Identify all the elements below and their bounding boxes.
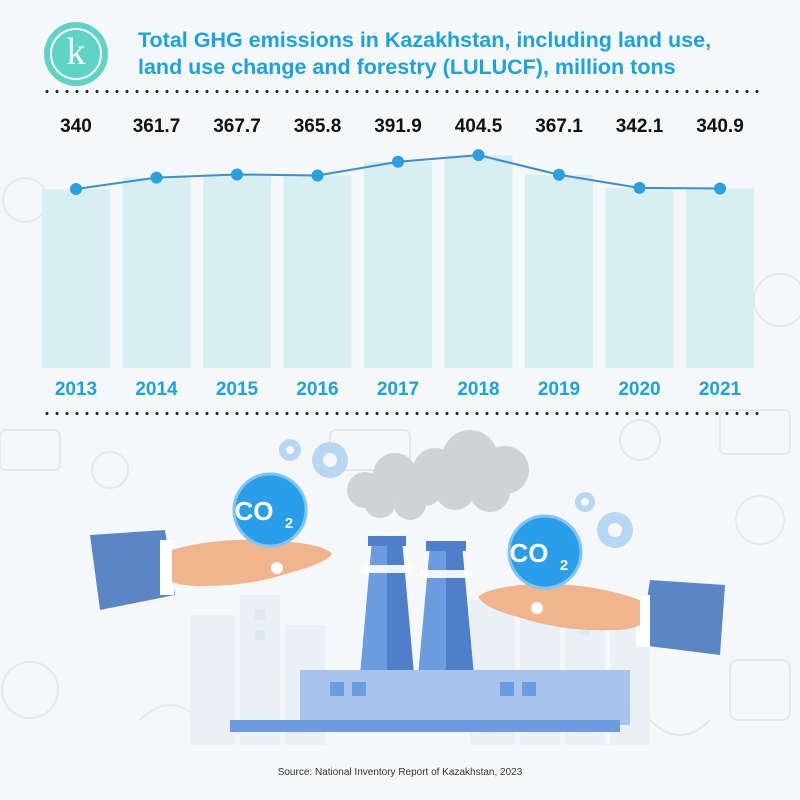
value-label-2015: 367.7: [213, 116, 261, 137]
bar-2016: [283, 175, 352, 368]
year-label-2019: 2019: [538, 379, 580, 400]
value-label-2019: 367.1: [535, 116, 583, 137]
chart-title-line-1: Total GHG emissions in Kazakhstan, inclu…: [138, 28, 712, 52]
chart-title-line-2: land use change and forestry (LULUCF), m…: [138, 55, 676, 79]
co2-bubble-right: CO 2: [507, 514, 583, 590]
year-label-2014: 2014: [135, 379, 178, 400]
cloud-icon: [347, 430, 529, 520]
point-2019: [553, 168, 565, 181]
bar-2013: [42, 189, 110, 368]
value-label-2014: 361.7: [133, 116, 181, 137]
value-label-2021: 340.9: [696, 116, 744, 137]
point-2014: [150, 171, 163, 184]
co2-bubble-left: CO 2: [232, 472, 308, 548]
year-label-2013: 2013: [55, 379, 97, 400]
logo-letter: k: [50, 28, 102, 80]
year-label-2016: 2016: [296, 379, 338, 400]
co2-left-text: CO: [235, 496, 274, 526]
year-label-2018: 2018: [457, 379, 499, 400]
co2-right-text: CO: [510, 538, 549, 568]
point-2020: [633, 181, 646, 194]
bar-2017: [364, 161, 432, 368]
value-label-2016: 365.8: [294, 116, 342, 137]
hand-icon-right: [478, 580, 725, 655]
point-2021: [714, 182, 726, 195]
dotted-divider-top: [42, 90, 762, 93]
point-2018: [472, 149, 485, 162]
chart-title: Total GHG emissions in Kazakhstan, inclu…: [138, 27, 788, 81]
bar-2014: [122, 177, 191, 368]
bar-2019: [525, 174, 593, 368]
year-label-2015: 2015: [216, 379, 259, 400]
year-label-2021: 2021: [699, 379, 742, 400]
brand-logo: k: [44, 22, 108, 86]
value-label-2017: 391.9: [374, 116, 422, 137]
co2-left-subscript: 2: [285, 515, 293, 532]
value-label-2013: 340: [60, 116, 92, 137]
point-2017: [392, 155, 404, 168]
hand-icon-left: [90, 530, 332, 610]
value-label-2018: 404.5: [455, 116, 503, 137]
bar-2021: [686, 188, 754, 368]
bar-2020: [605, 187, 674, 368]
value-label-2020: 342.1: [616, 116, 664, 137]
year-label-2020: 2020: [618, 379, 660, 400]
gear-icon: [279, 439, 633, 548]
co2-right-subscript: 2: [560, 557, 568, 574]
point-2016: [311, 169, 324, 182]
factory-illustration: CO 2 CO 2: [90, 430, 725, 745]
point-2015: [231, 168, 243, 181]
point-2013: [70, 183, 82, 195]
source-note: Source: National Inventory Report of Kaz…: [277, 767, 523, 778]
factory-icon: [230, 536, 630, 732]
emissions-chart: 340 2013 361.7 2014 367.7 2015 365.8 2016 391.9 2…: [42, 116, 754, 400]
year-label-2017: 2017: [377, 379, 419, 400]
dotted-divider-bottom: [42, 412, 762, 415]
bar-2018: [444, 155, 513, 368]
bar-2015: [203, 174, 271, 368]
